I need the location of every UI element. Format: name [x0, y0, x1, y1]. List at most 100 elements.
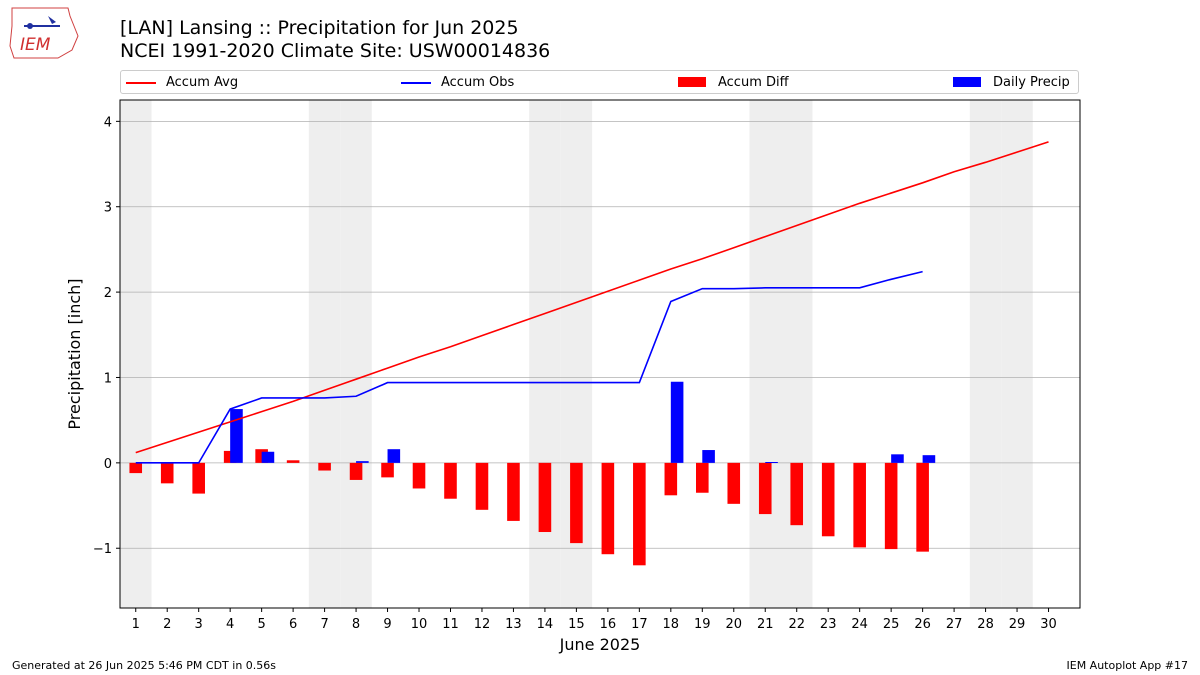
legend-label-daily-precip: Daily Precip — [993, 75, 1070, 90]
x-tick-label: 11 — [442, 617, 459, 632]
x-tick-label: 17 — [631, 617, 648, 632]
y-axis-ticks: −1 0 1 2 3 4 — [93, 115, 120, 557]
x-tick-label: 24 — [851, 617, 868, 632]
x-tick-label: 2 — [163, 617, 171, 632]
x-tick-label: 1 — [132, 617, 140, 632]
iem-logo: IEM — [9, 7, 79, 59]
daily-precip-bar-day-26 — [922, 455, 936, 463]
generated-timestamp: Generated at 26 Jun 2025 5:46 PM CDT in … — [12, 659, 277, 672]
x-tick-label: 6 — [289, 617, 297, 632]
accum-diff-bar-day-2 — [160, 462, 174, 484]
accum-diff-bar-day-4 — [223, 450, 237, 463]
weekend-bands — [120, 100, 1033, 608]
accum-diff-bar-day-24 — [853, 462, 866, 548]
legend-swatch-accum-avg — [126, 82, 156, 84]
x-tick-label: 5 — [257, 617, 265, 632]
weekend-band-day-14 — [529, 100, 561, 608]
plot-frame — [119, 99, 1081, 609]
accum-avg-line — [135, 141, 1049, 454]
x-tick-label: 14 — [537, 617, 554, 632]
y-tick-label: 2 — [104, 286, 112, 301]
daily-precip-bar-day-8 — [356, 461, 369, 463]
app-id: IEM Autoplot App #17 — [1066, 659, 1189, 672]
accum-diff-bar-day-22 — [790, 462, 804, 526]
x-tick-label: 7 — [320, 617, 328, 632]
daily-precip-bar-day-9 — [387, 449, 401, 463]
weekend-band-day-8 — [340, 100, 372, 608]
x-tick-label: 22 — [788, 617, 805, 632]
legend-swatch-daily-precip — [953, 77, 981, 87]
x-tick-label: 21 — [757, 617, 774, 632]
x-tick-label: 26 — [914, 617, 931, 632]
legend-swatch-accum-obs — [401, 82, 431, 84]
gridlines — [120, 120, 1080, 549]
x-tick-label: 12 — [474, 617, 491, 632]
weekend-band-day-29 — [1001, 100, 1033, 608]
x-axis-ticks: 1 2 3 4 5 6 7 8 9 10 11 12 13 14 15 16 17 18 19 20 21 22 23 24 2… — [132, 608, 1057, 632]
x-tick-label: 28 — [977, 617, 994, 632]
lines — [135, 141, 1049, 464]
x-tick-label: 19 — [694, 617, 711, 632]
y-tick-label: −1 — [93, 542, 112, 557]
y-tick-label: 0 — [104, 457, 112, 472]
accum-diff-bar-day-14 — [538, 462, 552, 533]
weekend-band-day-22 — [780, 100, 813, 608]
x-tick-label: 30 — [1040, 617, 1057, 632]
accum-diff-bar-day-13 — [507, 462, 520, 521]
weekend-band-day-21 — [749, 100, 781, 608]
x-tick-label: 27 — [946, 617, 963, 632]
logo-text: IEM — [20, 35, 51, 55]
x-tick-label: 13 — [505, 617, 522, 632]
daily-precip-bar-day-25 — [891, 454, 904, 463]
accum-diff-bar-day-6 — [286, 460, 300, 463]
bars — [129, 381, 936, 566]
legend-label-accum-obs: Accum Obs — [441, 75, 515, 90]
x-tick-label: 18 — [663, 617, 680, 632]
accum-diff-bar-day-1 — [129, 462, 143, 474]
y-tick-label: 1 — [104, 371, 112, 386]
y-tick-label: 4 — [104, 115, 112, 130]
accum-diff-bar-day-25 — [884, 462, 898, 550]
x-tick-label: 25 — [883, 617, 900, 632]
legend-label-accum-avg: Accum Avg — [166, 75, 239, 90]
accum-diff-bar-day-18 — [664, 462, 678, 496]
x-tick-label: 23 — [820, 617, 837, 632]
accum-diff-bar-day-20 — [727, 462, 741, 504]
accum-diff-bar-day-9 — [381, 462, 394, 478]
accum-diff-bar-day-19 — [696, 462, 709, 493]
accum-diff-bar-day-5 — [255, 449, 268, 463]
daily-precip-bar-day-18 — [670, 381, 684, 463]
x-tick-label: 8 — [352, 617, 360, 632]
x-tick-label: 4 — [226, 617, 234, 632]
x-tick-label: 16 — [600, 617, 617, 632]
accum-diff-bar-day-17 — [633, 462, 646, 566]
chart-subtitle: NCEI 1991-2020 Climate Site: USW00014836 — [120, 40, 551, 62]
accum-diff-bar-day-11 — [444, 462, 457, 499]
daily-precip-bar-day-19 — [702, 450, 715, 463]
accum-diff-bar-day-21 — [758, 462, 772, 515]
x-tick-label: 9 — [383, 617, 391, 632]
daily-precip-bar-day-4 — [230, 409, 243, 463]
y-axis-label: Precipitation [inch] — [65, 278, 84, 429]
accum-diff-bar-day-8 — [349, 462, 363, 480]
weekend-band-day-28 — [969, 100, 1002, 608]
x-tick-label: 3 — [195, 617, 203, 632]
accum-diff-bar-day-10 — [412, 462, 426, 489]
accum-diff-bar-day-15 — [570, 462, 583, 544]
accum-diff-bar-day-3 — [192, 462, 205, 494]
x-axis-label: June 2025 — [559, 635, 641, 654]
x-tick-label: 29 — [1009, 617, 1026, 632]
legend: Accum Avg Accum Obs Accum Diff Daily Pre… — [120, 70, 1079, 94]
weekend-band-day-7 — [308, 100, 341, 608]
x-tick-label: 20 — [725, 617, 742, 632]
accum-diff-bar-day-26 — [916, 462, 929, 552]
accum-obs-line — [135, 270, 923, 464]
legend-swatch-accum-diff — [678, 77, 706, 87]
weekend-band-day-15 — [560, 100, 593, 608]
daily-precip-bar-day-21 — [765, 462, 778, 464]
x-tick-label: 10 — [411, 617, 428, 632]
daily-precip-bar-day-5 — [261, 451, 275, 463]
legend-label-accum-diff: Accum Diff — [718, 75, 789, 90]
x-tick-label: 15 — [568, 617, 585, 632]
